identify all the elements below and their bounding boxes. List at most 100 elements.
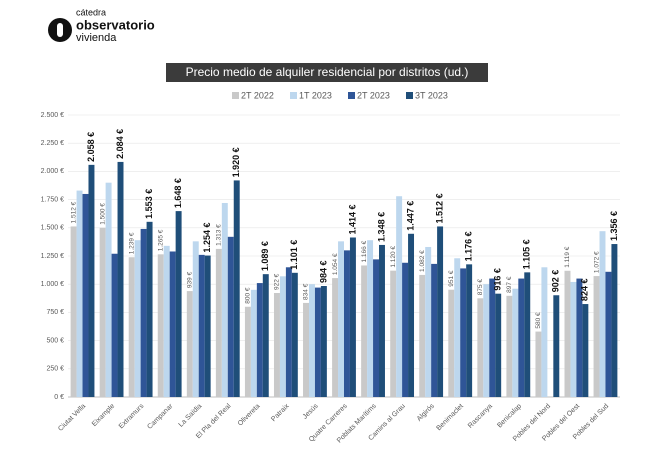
- bar: [506, 295, 513, 397]
- value-label: 800 €: [245, 287, 252, 304]
- value-label: 1.054 €: [332, 253, 339, 275]
- bar: [140, 228, 147, 397]
- x-tick-label: Campanar: [146, 402, 175, 431]
- y-tick-label: 1.250 €: [41, 253, 64, 260]
- bar: [308, 284, 315, 397]
- bar: [175, 211, 182, 397]
- bar: [256, 283, 263, 397]
- value-label: 1.254 €: [202, 223, 212, 253]
- bar: [134, 240, 141, 397]
- bar: [215, 248, 222, 397]
- x-tick-label: Ciutat Vella: [57, 403, 87, 433]
- legend-label: 3T 2023: [415, 90, 448, 100]
- bar: [320, 286, 327, 397]
- bar: [233, 180, 240, 397]
- logo-text: vivienda: [76, 32, 117, 44]
- bar: [367, 240, 374, 397]
- bar: [477, 298, 484, 397]
- value-label: 984 €: [318, 260, 328, 283]
- legend-swatch: [290, 92, 297, 99]
- bar: [146, 221, 153, 397]
- value-label: 1.089 €: [260, 241, 270, 271]
- bar: [303, 302, 309, 397]
- bar: [576, 278, 583, 397]
- bar: [111, 253, 118, 397]
- value-label: 875 €: [477, 279, 484, 296]
- x-tick-label: Jesús: [302, 402, 320, 420]
- x-tick-label: Patraix: [270, 402, 291, 423]
- value-label: 1.920 €: [231, 147, 241, 177]
- value-label: 580 €: [535, 312, 542, 329]
- y-tick-label: 1.750 €: [41, 196, 64, 203]
- bar: [221, 202, 228, 397]
- bar: [273, 292, 280, 397]
- value-label: 897 €: [506, 276, 513, 293]
- bar: [82, 193, 89, 397]
- legend-swatch: [406, 92, 413, 99]
- legend-label: 1T 2023: [299, 90, 332, 100]
- x-tick-label: La Saïdia: [178, 403, 204, 429]
- bar: [198, 254, 205, 397]
- value-label: 922 €: [274, 273, 281, 290]
- bar: [524, 272, 531, 397]
- bar: [605, 271, 612, 397]
- value-label: 1.072 €: [593, 251, 600, 273]
- y-tick-label: 2.000 €: [41, 168, 64, 175]
- bar: [163, 245, 170, 397]
- bar: [157, 254, 164, 397]
- logo-text: cátedra: [76, 7, 106, 17]
- value-label: 1.500 €: [99, 203, 106, 225]
- bar: [332, 278, 339, 397]
- bar: [379, 244, 385, 397]
- bar: [611, 244, 618, 397]
- value-label: 1.166 €: [361, 240, 368, 262]
- value-label: 1.313 €: [216, 224, 223, 246]
- bar: [250, 289, 257, 397]
- bar: [564, 270, 571, 397]
- legend-label: 2T 2022: [241, 90, 274, 100]
- y-tick-label: 750 €: [46, 309, 64, 316]
- x-tick-label: Extramurs: [118, 402, 146, 430]
- logo-icon-inner: [57, 23, 63, 37]
- bar: [437, 226, 444, 397]
- value-label: 1.447 €: [405, 201, 415, 231]
- y-tick-label: 2.500 €: [41, 112, 64, 119]
- x-tick-label: Olivereta: [237, 403, 262, 428]
- y-tick-label: 1.000 €: [41, 281, 64, 288]
- value-label: 1.120 €: [390, 246, 397, 268]
- x-tick-label: Eixample: [91, 403, 116, 428]
- x-tick-label: Algirós: [416, 402, 436, 422]
- bar: [117, 161, 124, 397]
- bar: [390, 270, 397, 397]
- bar: [396, 196, 403, 397]
- bar: [76, 190, 83, 397]
- bar: [192, 241, 199, 397]
- bar: [466, 264, 473, 397]
- bar: [105, 182, 112, 397]
- bar: [593, 276, 600, 397]
- y-tick-label: 0 €: [54, 394, 64, 401]
- bar: [291, 272, 298, 397]
- bar: [262, 274, 269, 397]
- x-tick-label: Benicalap: [496, 403, 523, 430]
- value-label: 834 €: [303, 283, 310, 300]
- bar: [285, 267, 292, 397]
- bar: [512, 288, 519, 397]
- bar: [99, 227, 106, 397]
- y-tick-label: 500 €: [46, 337, 64, 344]
- bar: [402, 262, 409, 397]
- bar: [553, 295, 560, 397]
- y-tick-label: 250 €: [46, 366, 64, 373]
- value-label: 916 €: [493, 268, 503, 291]
- value-label: 1.356 €: [609, 211, 619, 241]
- value-label: 1.512 €: [70, 201, 77, 223]
- value-label: 1.512 €: [434, 193, 444, 223]
- bar: [483, 284, 490, 397]
- bar: [128, 257, 135, 397]
- value-label: 1.176 €: [464, 231, 474, 261]
- title-box: [166, 63, 488, 82]
- value-label: 939 €: [187, 271, 194, 288]
- value-label: 1.239 €: [128, 232, 135, 254]
- bar: [495, 293, 502, 397]
- bar: [88, 164, 95, 397]
